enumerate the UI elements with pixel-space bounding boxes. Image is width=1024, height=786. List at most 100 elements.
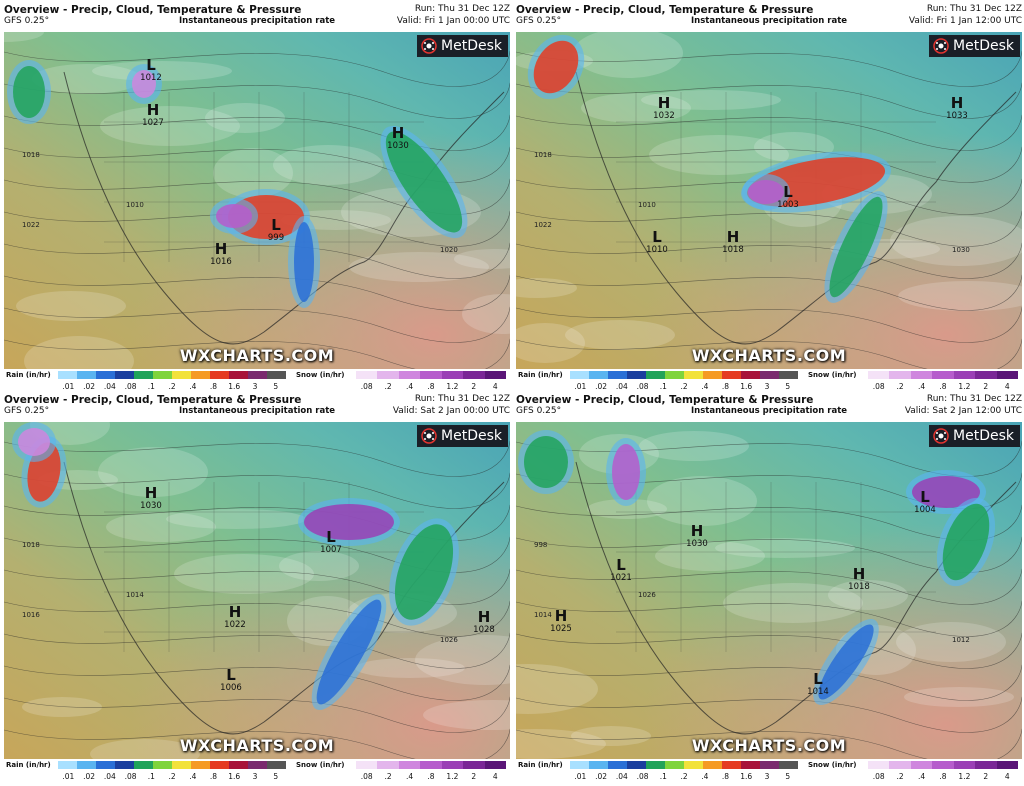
pressure-symbol: H [950, 94, 964, 112]
pressure-symbol: L [271, 216, 281, 234]
rain-swatch [589, 761, 608, 769]
rain-swatch [703, 761, 722, 769]
snow-legend-label: Snow (in/hr) [808, 371, 857, 379]
snow-swatch [932, 371, 954, 379]
snow-swatch [910, 761, 933, 769]
valid-time: Valid: Sat 2 Jan 00:00 UTC [392, 406, 510, 416]
snow-color-scale [868, 371, 1018, 379]
rain-tick-label: 5 [785, 382, 791, 391]
rain-swatch [153, 371, 172, 379]
rain-tick-label: .02 [83, 772, 96, 781]
isobar-label: 1030 [952, 246, 970, 254]
pressure-value: 1006 [220, 683, 242, 693]
pressure-value: 1018 [722, 245, 744, 255]
snow-swatch [377, 761, 399, 769]
metdesk-globe-icon [421, 38, 437, 54]
panel-header: Overview - Precip, Cloud, Temperature & … [4, 4, 510, 32]
metdesk-logo: MetDesk [929, 425, 1020, 447]
model-label: GFS 0.25° [516, 406, 562, 416]
rain-swatch [570, 371, 589, 379]
pressure-symbol: H [391, 124, 405, 142]
rain-tick-label: .4 [701, 772, 709, 781]
isobar-label: 1018 [534, 151, 552, 159]
run-time: Run: Thu 31 Dec 12Z [926, 4, 1022, 14]
rain-legend-label: Rain (in/hr) [6, 761, 51, 769]
snow-tick-label: .08 [872, 382, 885, 391]
rain-swatch [608, 371, 627, 379]
rain-swatch [191, 761, 210, 769]
rain-swatch [722, 371, 741, 379]
rain-ticks: .01 .02 .04 .08 .1 .2 .4 .8 1.6 3 5 [58, 382, 286, 392]
pressure-value: 1003 [777, 200, 799, 210]
low-pressure-center: L 1004 [913, 490, 937, 516]
rain-tick-label: .1 [659, 772, 667, 781]
precip-legend: Rain (in/hr) .01 .02 .04 .08 .1 .2 .4 .8 1.6 3 5 Sno… [516, 760, 1022, 786]
snow-tick-label: 1.2 [958, 772, 971, 781]
rain-legend-label: Rain (in/hr) [518, 761, 563, 769]
snow-swatch [356, 761, 378, 769]
snow-tick-label: 1.2 [446, 382, 459, 391]
rain-swatch [741, 761, 760, 769]
high-pressure-center: H 1027 [141, 103, 165, 129]
isobar-label: 1022 [22, 221, 40, 229]
rain-swatch [153, 761, 172, 769]
snow-tick-label: 2 [471, 772, 477, 781]
isobar-label: 1020 [440, 246, 458, 254]
snow-swatch [953, 371, 976, 379]
rain-tick-label: .8 [721, 772, 730, 781]
high-pressure-center: H 1025 [549, 609, 573, 635]
pressure-value: 1018 [848, 582, 870, 592]
snow-swatch [953, 761, 976, 769]
pressure-value: 1030 [140, 501, 162, 511]
rain-color-scale [570, 761, 798, 769]
snow-ticks: .08 .2 .4 .8 1.2 2 4 [868, 772, 1018, 782]
run-time: Run: Thu 31 Dec 12Z [414, 394, 510, 404]
rain-tick-label: .08 [636, 772, 649, 781]
valid-time: Valid: Fri 1 Jan 12:00 UTC [908, 16, 1022, 26]
rain-tick-label: .04 [103, 382, 116, 391]
rain-tick-label: 3 [252, 772, 258, 781]
rain-tick-label: 1.6 [228, 382, 241, 391]
rain-swatch [77, 371, 96, 379]
snow-swatch [975, 371, 997, 379]
pressure-symbol: H [144, 484, 158, 502]
forecast-panel-4: Overview - Precip, Cloud, Temperature & … [516, 394, 1022, 786]
isobar-label: 1012 [952, 636, 970, 644]
low-pressure-center: L 1010 [645, 230, 669, 256]
pressure-symbol: L [226, 666, 236, 684]
low-pressure-center: L 1007 [319, 530, 343, 556]
snow-tick-label: .08 [360, 772, 373, 781]
rain-swatch [77, 761, 96, 769]
snow-tick-label: 2 [471, 382, 477, 391]
rain-swatch [58, 761, 77, 769]
rain-tick-label: .01 [62, 772, 75, 781]
valid-time: Valid: Fri 1 Jan 00:00 UTC [396, 16, 510, 26]
pressure-value: 1010 [646, 245, 668, 255]
rain-tick-label: .2 [680, 382, 688, 391]
snow-ticks: .08 .2 .4 .8 1.2 2 4 [356, 382, 506, 392]
low-pressure-center: L 1003 [776, 185, 800, 211]
pressure-value: 1007 [320, 545, 342, 555]
snow-tick-label: 1.2 [446, 772, 459, 781]
rain-tick-label: .4 [189, 772, 197, 781]
snow-swatch [441, 761, 464, 769]
rain-swatch [684, 371, 703, 379]
snow-legend-label: Snow (in/hr) [296, 761, 345, 769]
rain-tick-label: .01 [62, 382, 75, 391]
rain-tick-label: 3 [764, 772, 770, 781]
rain-tick-label: .2 [168, 382, 176, 391]
rain-swatch [248, 761, 267, 769]
rain-tick-label: 5 [273, 382, 279, 391]
snow-swatch [996, 761, 1018, 769]
high-pressure-center: H 1030 [386, 124, 410, 152]
weather-map: 1018 1022 1010 1030 MetDesk H 1032 H 1033 L 1003 L 1… [516, 32, 1022, 369]
snow-swatch [889, 371, 911, 379]
rain-legend-label: Rain (in/hr) [6, 371, 51, 379]
snow-tick-label: .08 [360, 382, 373, 391]
snow-tick-label: 4 [1004, 772, 1010, 781]
rain-swatch [760, 761, 779, 769]
rain-tick-label: .08 [124, 772, 137, 781]
snow-tick-label: .8 [939, 772, 947, 781]
rain-tick-label: 1.6 [740, 382, 753, 391]
rain-tick-label: .01 [574, 382, 587, 391]
